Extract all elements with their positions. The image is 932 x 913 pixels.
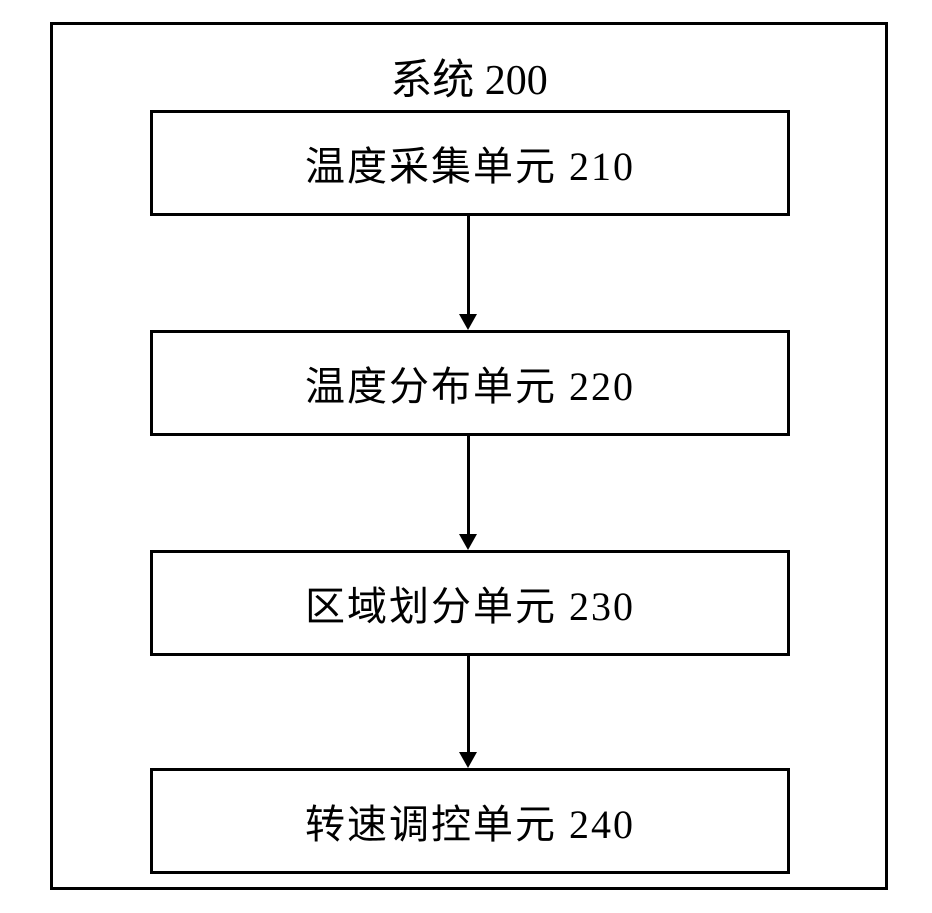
unit-label-210: 温度采集单元 210 [305, 134, 635, 192]
arrowhead-1 [459, 314, 477, 330]
unit-label-230: 区域划分单元 230 [305, 574, 635, 632]
system-title: 系统 200 [50, 46, 888, 107]
arrowhead-2 [459, 534, 477, 550]
unit-box-240: 转速调控单元 240 [150, 768, 790, 874]
unit-label-220: 温度分布单元 220 [305, 354, 635, 412]
unit-box-230: 区域划分单元 230 [150, 550, 790, 656]
unit-label-240: 转速调控单元 240 [305, 792, 635, 850]
unit-box-210: 温度采集单元 210 [150, 110, 790, 216]
connector-2 [467, 436, 470, 534]
connector-3 [467, 656, 470, 752]
connector-1 [467, 216, 470, 314]
arrowhead-3 [459, 752, 477, 768]
unit-box-220: 温度分布单元 220 [150, 330, 790, 436]
